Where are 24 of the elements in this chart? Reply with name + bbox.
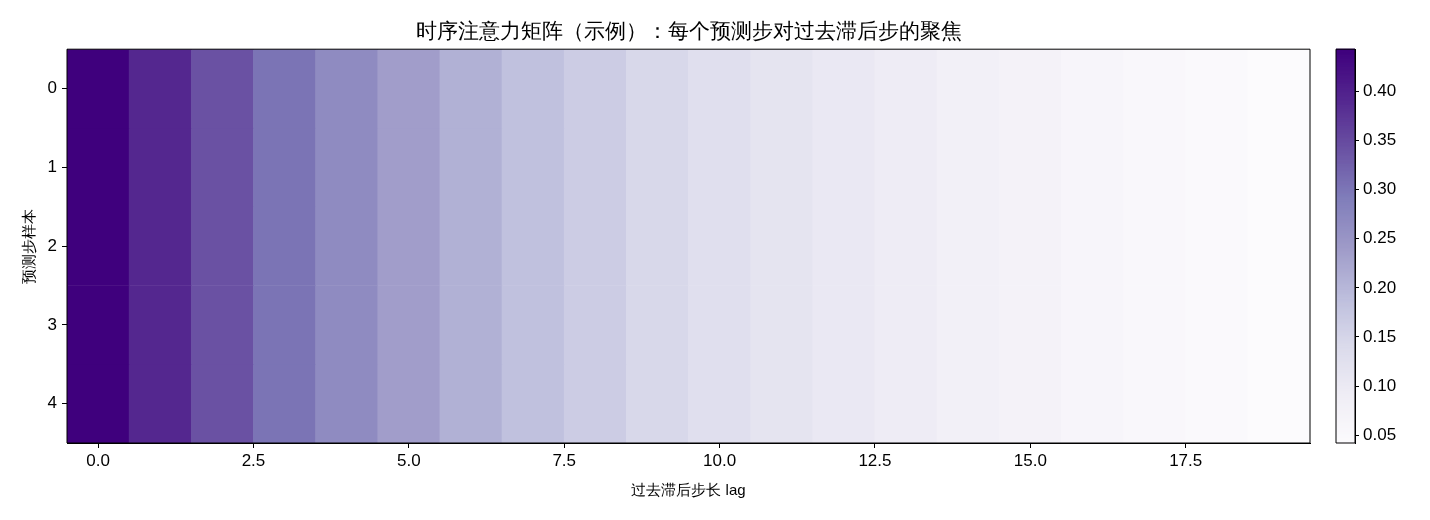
y-tick-label: 0 bbox=[47, 78, 57, 98]
y-tick-label: 3 bbox=[47, 314, 57, 334]
x-tick-label: 7.5 bbox=[552, 450, 577, 470]
color-bar-label: 0.25 bbox=[1363, 228, 1397, 248]
color-bar-label: 0.05 bbox=[1363, 424, 1397, 444]
x-tick-label: 10.0 bbox=[703, 450, 737, 470]
color-bar-label: 0.15 bbox=[1363, 326, 1397, 346]
x-tick-label: 12.5 bbox=[858, 450, 892, 470]
chart-title: 时序注意力矩阵（示例）：每个预测步对过去滞后步的聚焦 bbox=[415, 19, 962, 43]
color-bar-label: 0.40 bbox=[1363, 81, 1397, 101]
y-axis-title: 预测步样本 bbox=[20, 208, 38, 284]
x-axis-title: 过去滞后步长 lag bbox=[631, 481, 746, 499]
x-tick-label: 2.5 bbox=[241, 450, 266, 470]
y-tick-label: 4 bbox=[47, 393, 57, 413]
y-tick-label: 2 bbox=[47, 235, 57, 255]
y-tick-label: 1 bbox=[47, 157, 57, 177]
color-bar-label: 0.35 bbox=[1363, 130, 1397, 150]
x-tick-label: 0.0 bbox=[86, 450, 110, 470]
color-bar-label: 0.30 bbox=[1363, 179, 1397, 199]
x-tick-label: 17.5 bbox=[1169, 450, 1203, 470]
color-bar-label: 0.10 bbox=[1363, 375, 1397, 395]
x-tick-label: 5.0 bbox=[397, 450, 421, 470]
color-bar-label: 0.20 bbox=[1363, 277, 1397, 297]
x-tick-label: 15.0 bbox=[1013, 450, 1047, 470]
